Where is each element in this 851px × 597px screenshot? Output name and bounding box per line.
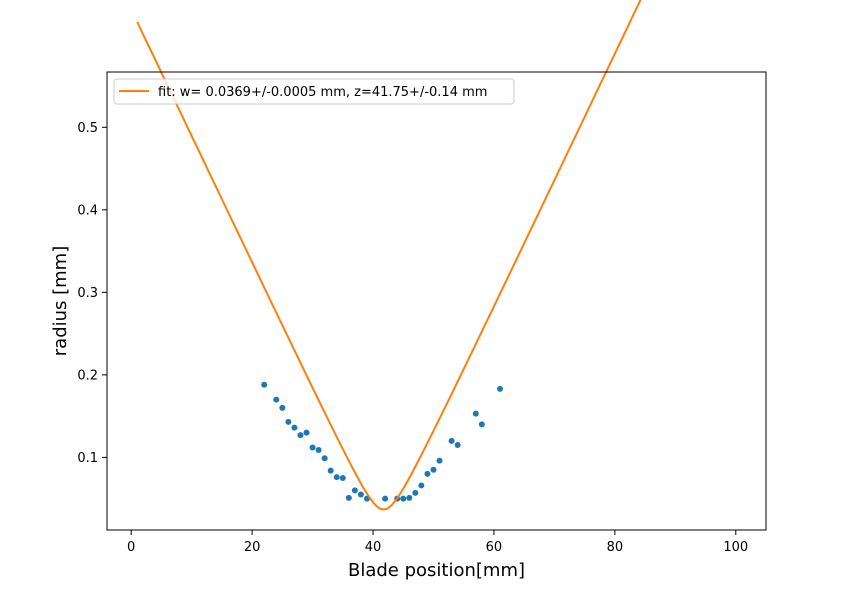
data-point [327, 467, 334, 474]
plot-frame [106, 71, 767, 531]
y-tick-label: 0.2 [77, 368, 98, 383]
legend-box [113, 78, 515, 105]
data-point [454, 442, 461, 449]
plot-area [106, 0, 767, 531]
data-point [303, 429, 310, 436]
y-tick-label: 0.3 [77, 286, 98, 301]
data-point [285, 418, 292, 425]
data-point [333, 474, 340, 481]
data-point [357, 491, 364, 498]
y-axis-ticks: 0.1 0.2 0.3 0.4 0.5 [77, 121, 107, 466]
data-point [297, 432, 304, 439]
data-point [382, 495, 389, 502]
y-tick-label: 0.1 [77, 451, 98, 466]
data-point [321, 455, 328, 462]
data-point [351, 487, 358, 494]
data-point [261, 381, 268, 388]
data-point [345, 494, 352, 501]
data-point [339, 475, 346, 482]
legend: fit: w= 0.0369+/-0.0005 mm, z=41.75+/-0.… [113, 78, 515, 105]
legend-label-fit: fit: w= 0.0369+/-0.0005 mm, z=41.75+/-0.… [158, 85, 487, 100]
x-tick-label: 0 [127, 540, 135, 555]
data-point [496, 385, 503, 392]
x-tick-label: 100 [723, 540, 748, 555]
data-point [279, 404, 286, 411]
data-point [424, 470, 431, 477]
data-point [430, 466, 437, 473]
data-point [478, 421, 485, 428]
x-tick-label: 40 [365, 540, 382, 555]
data-point [273, 396, 280, 403]
data-point [472, 410, 479, 417]
data-point [400, 495, 407, 502]
data-point [412, 489, 419, 496]
x-tick-label: 80 [607, 540, 624, 555]
x-tick-label: 60 [486, 540, 503, 555]
y-axis-label: radius [mm] [50, 246, 71, 356]
data-point [448, 437, 455, 444]
data-point [309, 444, 316, 451]
data-point [291, 424, 298, 431]
data-point [406, 494, 413, 501]
x-tick-label: 20 [244, 540, 261, 555]
data-point [315, 446, 322, 453]
fit-line [136, 0, 642, 511]
y-tick-label: 0.5 [77, 121, 98, 136]
x-axis-ticks: 0 20 40 60 80 100 [127, 530, 748, 555]
data-point [436, 457, 443, 464]
data-point [418, 482, 425, 489]
x-axis-label: Blade position[mm] [348, 560, 525, 581]
y-tick-label: 0.4 [77, 203, 98, 218]
